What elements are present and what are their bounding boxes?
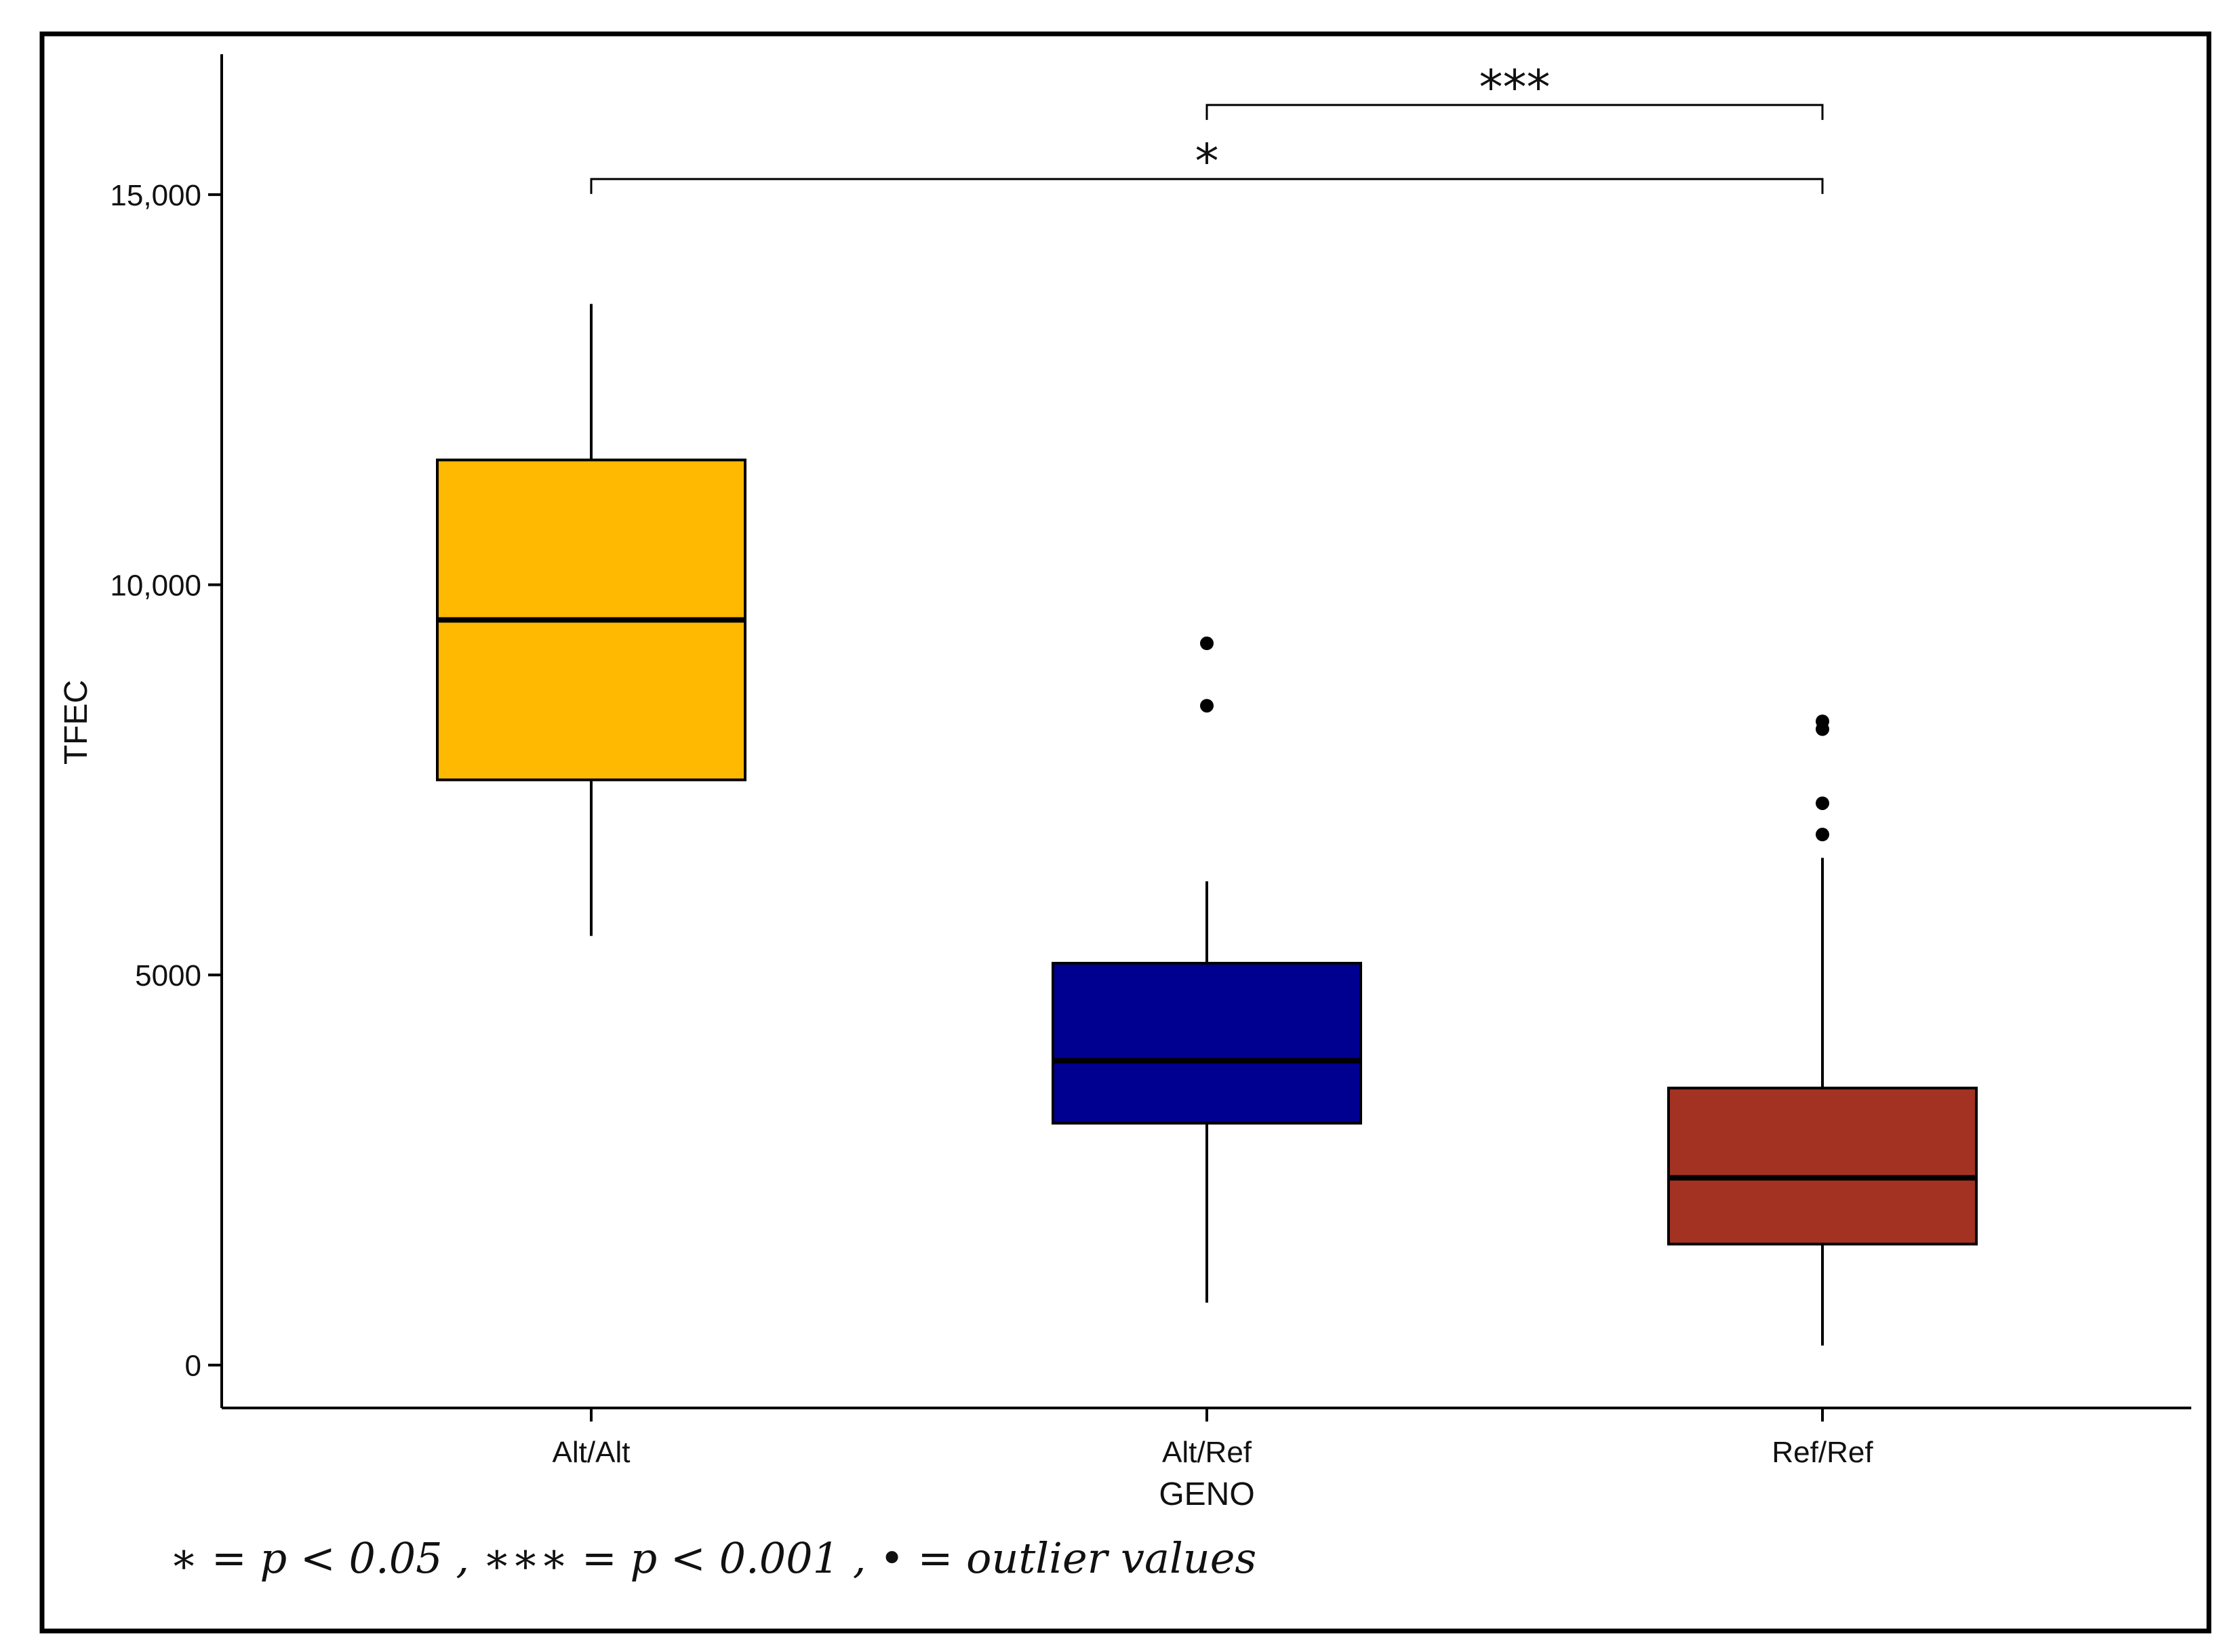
x-axis-title: GENO <box>1159 1476 1254 1512</box>
y-tick-label: 5000 <box>135 959 201 992</box>
outlier-point <box>1816 828 1829 842</box>
outlier-point <box>1816 722 1829 736</box>
significance-label: *** <box>1479 60 1551 115</box>
significance-footnote: ∗ = p < 0.05 , ∗∗∗ = p < 0.001 , • = out… <box>169 1533 1257 1583</box>
y-axis-title: TFEC <box>58 680 94 765</box>
figure-frame <box>39 31 2212 1634</box>
outlier-point <box>1816 796 1829 810</box>
significance-bracket <box>590 178 1824 195</box>
x-tick-label: Alt/Ref <box>1162 1436 1252 1469</box>
y-tick-label: 0 <box>185 1350 201 1383</box>
x-tick-label: Ref/Ref <box>1772 1436 1873 1469</box>
significance-label: * <box>1195 134 1219 189</box>
y-tick-label: 15,000 <box>110 179 201 212</box>
outlier-point <box>1200 637 1214 651</box>
box-ref-ref <box>1667 1087 1978 1246</box>
y-tick-label: 10,000 <box>110 569 201 603</box>
x-tick-label: Alt/Alt <box>553 1436 631 1469</box>
outlier-point <box>1200 699 1214 713</box>
plot-area: 0 5000 10,000 15,000 Alt/Alt Alt/Ref Ref/Ref GE… <box>58 54 2191 1512</box>
significance-bracket <box>1205 104 1824 120</box>
box-alt-ref <box>1052 961 1362 1125</box>
